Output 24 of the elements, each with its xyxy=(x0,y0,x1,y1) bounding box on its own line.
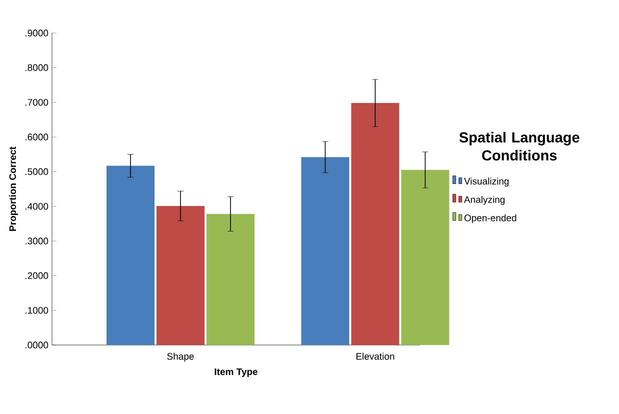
y-tick-label: .8000 xyxy=(26,64,48,72)
legend-title: Spatial Language Conditions xyxy=(459,132,580,161)
y-tick-label: .0000 xyxy=(26,342,48,348)
bar xyxy=(106,166,155,345)
x-tick-label: Elevation xyxy=(356,352,394,360)
y-tick-label: .9000 xyxy=(26,30,48,36)
y-tick-label: .7000 xyxy=(26,98,48,106)
bar xyxy=(301,157,350,345)
y-tick-label: .5000 xyxy=(26,168,48,176)
legend-label: Open-ended xyxy=(464,214,516,224)
y-tick-label: .2000 xyxy=(26,272,48,280)
bar xyxy=(156,206,205,345)
x-tick-label: Shape xyxy=(167,352,194,362)
x-axis-title: Item Type xyxy=(214,368,258,377)
y-tick-label: .6000 xyxy=(26,134,48,140)
legend-label: Analyzing xyxy=(464,196,505,205)
bar xyxy=(351,103,400,345)
legend-label: Visualizing xyxy=(464,178,509,186)
y-tick-label: .3000 xyxy=(26,238,48,244)
y-axis-title: Proportion Correct xyxy=(9,146,18,231)
y-tick-label: .1000 xyxy=(26,306,48,314)
y-tick-label: .4000 xyxy=(26,202,48,210)
bar xyxy=(206,214,255,345)
bar xyxy=(401,170,450,345)
